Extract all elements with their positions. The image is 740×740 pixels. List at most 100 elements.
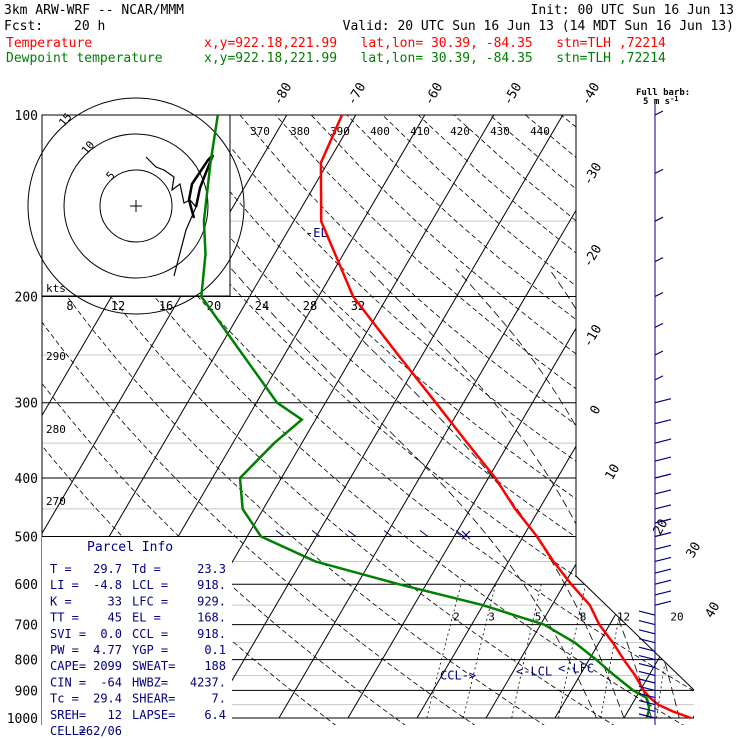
moist-adiabat-36	[632, 268, 694, 719]
isotherm-label--50: -50	[501, 80, 526, 108]
isobar-tick	[311, 530, 321, 537]
wind-barb	[654, 568, 672, 574]
moist-adiabat-20	[292, 268, 625, 719]
parcel-info-panel: Parcel Info T = 29.7 Td = 23.3 LI = -4.8 LCL =…	[42, 537, 232, 738]
wind-barb	[654, 600, 672, 606]
isotherm-20	[623, 115, 694, 719]
parcel-row-value: 29.7	[93, 562, 122, 576]
barb-legend-sup: -1	[670, 95, 678, 103]
isobar-tick	[419, 530, 429, 537]
pressure-label-500: 500	[15, 530, 38, 545]
dry-adiabat-300	[42, 115, 694, 725]
moist-adiabat-16	[231, 268, 597, 719]
parcel-row-label2: YGP =	[132, 643, 168, 657]
isotherm--40	[209, 115, 564, 719]
isotherm-label--30: -30	[581, 160, 606, 188]
mixing-ratio-label-12: 12	[617, 611, 630, 624]
parcel-row-label2: CCL =	[132, 627, 168, 641]
hodograph-center	[130, 200, 142, 212]
parcel-row-label: TT =	[50, 611, 79, 625]
pressure-label-900: 900	[15, 684, 38, 699]
dry-adiabat-350	[203, 115, 694, 725]
parcel-row-value: -64	[100, 675, 122, 689]
dry-adiabat-340	[167, 115, 694, 725]
parcel-row-label2: LFC =	[132, 594, 168, 608]
wind-barb	[654, 579, 672, 585]
barb-legend-speed: 5 m s	[643, 97, 670, 107]
theta-e-label-400: 400	[370, 125, 390, 138]
temperature-profile	[319, 115, 692, 720]
parcel-row-value: 262/06	[79, 724, 122, 738]
parcel-row-value: 45	[108, 611, 122, 625]
mixing-ratio-label-2: 2	[453, 611, 460, 624]
wind-barb	[654, 590, 672, 596]
parcel-row-label2: SWEAT=	[132, 659, 175, 673]
parcel-row-value2: 929.	[197, 594, 226, 608]
wind-barb	[638, 713, 656, 719]
dewpoint-legend-info: x,y=922.18,221.99 lat,lon= 30.39, -84.35…	[204, 51, 666, 66]
parcel-row-value2: 23.3	[197, 562, 226, 576]
isotherm--20	[347, 115, 694, 719]
wind-barb	[638, 678, 656, 684]
moist-adiabat-28	[455, 268, 680, 719]
wind-barb	[638, 700, 656, 706]
wind-barb	[654, 216, 664, 222]
isotherm-label--60: -60	[422, 80, 447, 108]
hodograph-ring-5	[99, 169, 173, 243]
hodo-speed-label-16: 16	[159, 299, 173, 313]
isotherm-30	[692, 115, 694, 719]
hodo-speed-label-24: 24	[255, 299, 269, 313]
plot-frame	[42, 114, 695, 691]
pressure-label-400: 400	[15, 472, 38, 487]
parcel-marker	[461, 530, 471, 540]
parcel-row-value2: 7.	[212, 692, 226, 706]
isotherm--10	[416, 115, 694, 719]
pressure-label-1000: 1000	[7, 712, 38, 727]
isotherm--30	[278, 115, 633, 719]
mixing-ratio-12	[600, 584, 626, 719]
dry-adiabat-470	[632, 115, 694, 725]
theta-e-label-380: 380	[290, 125, 310, 138]
wind-barb	[654, 291, 664, 298]
valid-time: Valid: 20 UTC Sun 16 Jun 13 (14 MDT Sun …	[342, 19, 734, 34]
temperature-legend-label: Temperature	[6, 36, 93, 51]
pressure-label-300: 300	[15, 397, 38, 412]
wind-barb	[638, 685, 656, 691]
parcel-row-label: SVI =	[50, 627, 86, 641]
isotherm-label-30: 30	[684, 540, 705, 561]
parcel-row-label: LI =	[50, 578, 79, 592]
dry-adiabat-410	[418, 115, 694, 725]
isotherm-label-20: 20	[651, 517, 672, 538]
wind-barb	[654, 504, 672, 510]
lfc-label: <-LFC	[558, 662, 594, 676]
hodograph-ring-15	[27, 97, 245, 315]
dry-adiabat-360	[239, 115, 694, 725]
pressure-label-700: 700	[15, 619, 38, 634]
wind-barb	[654, 375, 664, 381]
ccl-label: CCL->	[440, 669, 476, 683]
wind-barb	[654, 419, 672, 425]
wind-barb	[654, 518, 672, 524]
dry-adiabat-460	[596, 115, 694, 725]
parcel-row-value2: 6.4	[204, 708, 226, 722]
parcel-row-label2: Td =	[132, 562, 161, 576]
parcel-row-label2: LCL =	[132, 578, 168, 592]
parcel-row-value2: 918.	[197, 578, 226, 592]
isotherm-label--40: -40	[579, 80, 604, 108]
wind-barb	[654, 556, 672, 562]
model-title: 3km ARW-WRF -- NCAR/MMM	[4, 3, 185, 18]
hodograph-ring-10	[63, 133, 209, 279]
mixing-ratio-label-3: 3	[488, 611, 495, 624]
parcel-row-label2: HWBZ=	[132, 675, 168, 689]
wind-barb	[638, 638, 656, 644]
theta-e-label-430: 430	[490, 125, 510, 138]
wind-barb	[654, 544, 672, 550]
dry-adiabat-370	[275, 115, 694, 725]
isotherm-label-40: 40	[703, 600, 724, 621]
isotherm-label--20: -20	[581, 242, 606, 270]
lcl-label: <-LCL	[516, 665, 552, 679]
dry-adiabat-280	[42, 115, 554, 725]
wind-barb	[654, 489, 672, 495]
wind-barb	[654, 531, 672, 538]
